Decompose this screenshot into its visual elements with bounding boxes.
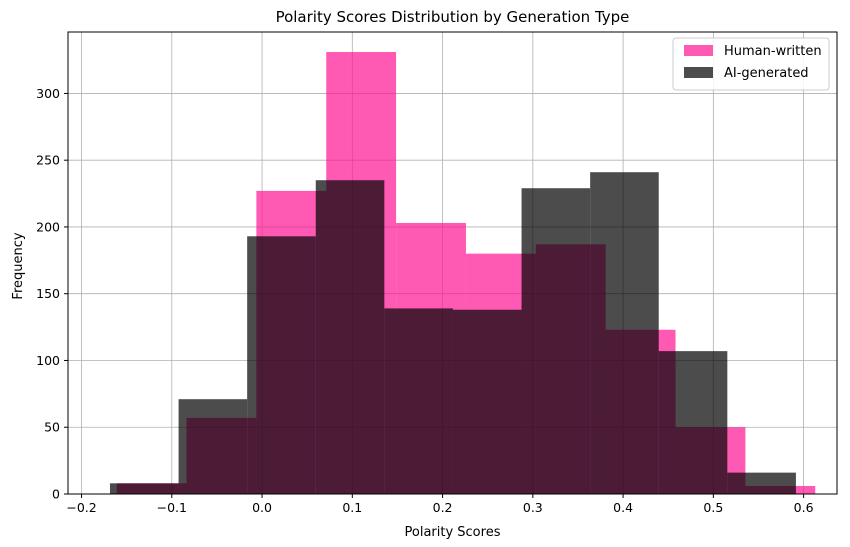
histogram-bar <box>109 483 179 494</box>
histogram-bar <box>315 180 385 494</box>
histogram-bar <box>727 472 796 494</box>
y-tick-label: 100 <box>36 353 60 368</box>
legend-swatch-human-written <box>684 45 713 56</box>
plot-area-frame <box>67 31 838 495</box>
x-axis-label: Polarity Scores <box>405 525 501 540</box>
legend: Human-written AI-generated <box>672 37 830 91</box>
legend-swatch-ai-generated <box>684 67 713 78</box>
y-tick-label: 250 <box>36 153 60 168</box>
chart-title: Polarity Scores Distribution by Generati… <box>276 8 630 26</box>
histogram-bar <box>384 308 453 494</box>
legend-label-human-written: Human-written <box>724 44 822 59</box>
histogram-bar <box>178 399 248 494</box>
x-tick-label: 0.0 <box>252 500 272 515</box>
histogram-bar <box>452 309 522 494</box>
histogram-bars <box>109 52 816 495</box>
y-tick-label: 50 <box>44 420 60 435</box>
x-tick-label: 0.3 <box>523 500 543 515</box>
y-tick-label: 300 <box>36 86 60 101</box>
histogram-bar <box>590 172 659 494</box>
axis-ticks: −0.2 −0.1 0.0 0.1 0.2 0.3 0.4 0.5 0.6 0 50 100 150 20… <box>36 86 813 515</box>
histogram-bar <box>658 351 728 494</box>
x-tick-label: 0.2 <box>433 500 453 515</box>
histogram-bar <box>247 236 316 494</box>
y-tick-label: 150 <box>36 286 60 301</box>
x-tick-label: 0.6 <box>794 500 814 515</box>
y-axis-label: Frequency <box>11 232 26 299</box>
x-tick-label: 0.5 <box>703 500 723 515</box>
y-tick-label: 200 <box>36 219 60 234</box>
x-tick-label: −0.2 <box>66 500 96 515</box>
histogram-bar <box>521 188 591 494</box>
x-tick-label: 0.4 <box>613 500 633 515</box>
x-tick-label: 0.1 <box>342 500 362 515</box>
y-tick-label: 0 <box>52 487 60 502</box>
legend-label-ai-generated: AI-generated <box>724 66 809 81</box>
series-ai-generated <box>109 172 796 494</box>
x-tick-label: −0.1 <box>157 500 187 515</box>
